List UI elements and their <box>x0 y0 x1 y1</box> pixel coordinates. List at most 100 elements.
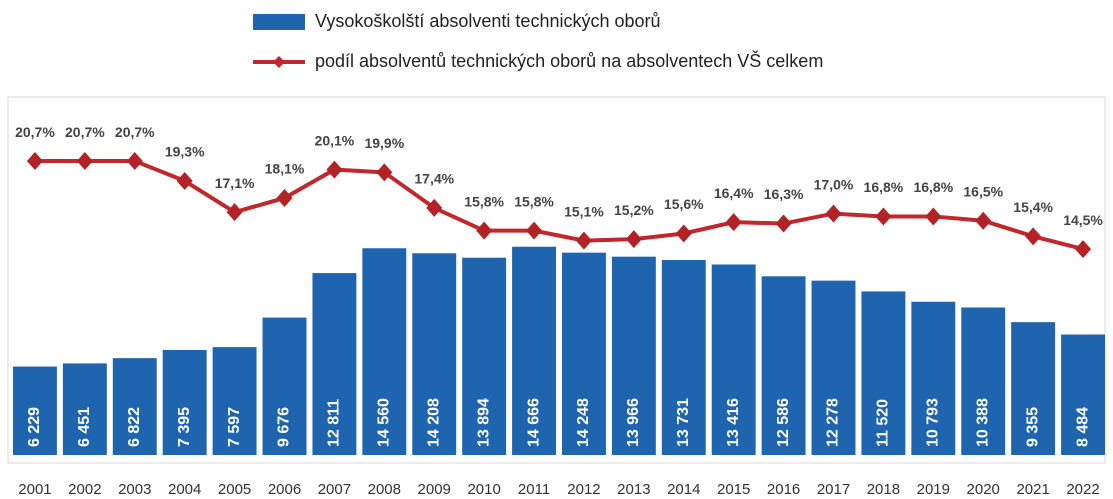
bar-label: 7 395 <box>176 407 193 447</box>
line-label: 17,0% <box>814 176 854 192</box>
line-label: 16,4% <box>714 185 754 201</box>
line-label: 17,4% <box>414 171 454 187</box>
line-label: 16,3% <box>764 186 804 202</box>
bar <box>112 358 157 455</box>
bar <box>212 347 257 455</box>
marker <box>276 188 293 207</box>
bar-label: 9 676 <box>276 407 293 447</box>
line-label: 15,2% <box>614 202 654 218</box>
bar <box>362 248 407 455</box>
bar-label: 7 597 <box>226 407 243 447</box>
legend-label: podíl absolventů technických oborů na ab… <box>315 50 823 71</box>
x-tick-label: 2021 <box>1016 481 1049 498</box>
marker <box>925 207 942 226</box>
legend-swatch <box>253 14 305 30</box>
x-tick-label: 2019 <box>917 481 950 498</box>
bar <box>811 280 856 455</box>
marker <box>26 152 43 171</box>
line-label: 19,9% <box>364 135 404 151</box>
line-label: 14,5% <box>1063 212 1103 228</box>
line-label: 20,7% <box>65 124 105 140</box>
x-tick-label: 2008 <box>368 481 401 498</box>
bar-label: 14 560 <box>376 398 393 447</box>
line-label: 19,3% <box>165 144 205 160</box>
line-label: 15,1% <box>564 203 604 219</box>
bar <box>262 317 307 455</box>
bar-label: 11 520 <box>875 399 892 447</box>
bar <box>861 291 906 455</box>
bar <box>1011 322 1056 455</box>
marker <box>875 207 892 226</box>
marker <box>326 160 343 179</box>
marker <box>476 221 493 240</box>
marker <box>975 211 992 230</box>
bar-label: 6 822 <box>126 407 143 447</box>
bar-label: 12 586 <box>775 398 792 447</box>
line-label: 16,5% <box>963 183 1003 199</box>
bar <box>412 253 457 455</box>
bar <box>661 260 706 455</box>
x-tick-label: 2015 <box>717 481 750 498</box>
bar <box>12 366 57 455</box>
bar-label: 13 894 <box>475 398 492 447</box>
marker <box>675 224 692 243</box>
bar-label: 6 229 <box>26 407 43 447</box>
marker <box>825 204 842 223</box>
x-tick-label: 2005 <box>218 481 251 498</box>
x-tick-label: 2002 <box>68 481 101 498</box>
marker <box>725 213 742 232</box>
bar <box>761 276 806 455</box>
bar-label: 13 731 <box>675 398 692 447</box>
line-label: 20,7% <box>115 124 155 140</box>
x-tick-label: 2004 <box>168 481 201 498</box>
bar-label: 14 666 <box>525 398 542 447</box>
line-label: 16,8% <box>864 179 904 195</box>
x-tick-label: 2020 <box>967 481 1000 498</box>
marker <box>126 152 143 171</box>
marker <box>1075 240 1092 259</box>
bar <box>512 246 557 455</box>
x-tick-label: 2017 <box>817 481 850 498</box>
x-tick-label: 2003 <box>118 481 151 498</box>
line-label: 17,1% <box>215 175 255 191</box>
marker <box>426 198 443 217</box>
bar-label: 9 355 <box>1024 407 1041 447</box>
line-label: 15,8% <box>514 193 554 209</box>
line-label: 15,4% <box>1013 199 1053 215</box>
x-tick-label: 2001 <box>18 481 51 498</box>
marker <box>226 203 243 222</box>
x-tick-label: 2022 <box>1066 481 1099 498</box>
x-tick-label: 2007 <box>318 481 351 498</box>
marker <box>1025 227 1042 246</box>
legend-marker <box>273 56 285 68</box>
x-tick-label: 2006 <box>268 481 301 498</box>
marker <box>625 230 642 249</box>
x-tick-label: 2016 <box>767 481 800 498</box>
bar-label: 10 388 <box>974 398 991 447</box>
x-tick-label: 2014 <box>667 481 700 498</box>
bar-label: 14 208 <box>425 398 442 447</box>
marker <box>575 231 592 250</box>
marker <box>76 152 93 171</box>
x-tick-label: 2018 <box>867 481 900 498</box>
x-tick-label: 2013 <box>617 481 650 498</box>
bar-label: 8 484 <box>1074 407 1091 447</box>
legend-label: Vysokoškolští absolventi technických obo… <box>315 11 661 31</box>
bar-label: 10 793 <box>925 398 942 447</box>
bar <box>561 252 606 455</box>
x-tick-label: 2011 <box>518 481 550 498</box>
marker <box>376 163 393 182</box>
line-label: 16,8% <box>913 179 953 195</box>
bar <box>711 264 756 455</box>
x-tick-label: 2012 <box>567 481 600 498</box>
line-label: 20,7% <box>15 124 55 140</box>
bar <box>162 349 207 455</box>
line-label: 18,1% <box>265 161 305 177</box>
line-label: 20,1% <box>315 132 355 148</box>
x-tick-label: 2009 <box>418 481 451 498</box>
bar <box>312 273 357 455</box>
marker <box>176 171 193 190</box>
marker <box>526 221 543 240</box>
bar <box>611 256 656 455</box>
